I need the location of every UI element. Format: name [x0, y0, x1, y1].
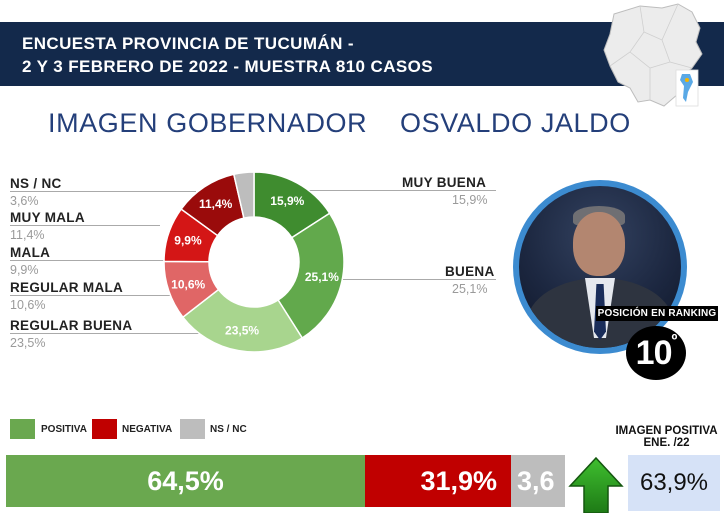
governor-photo — [519, 186, 681, 348]
leader-line-mala — [10, 260, 168, 261]
ranking-label: POSICIÓN EN RANKING — [596, 306, 718, 321]
ranking-badge: 10º — [626, 326, 686, 380]
leader-line-buena — [336, 279, 496, 280]
donut-label: 11,4% — [199, 197, 233, 211]
value-buena: 25,1% — [452, 282, 488, 296]
leader-line-nsnc — [10, 191, 196, 192]
value-muy-buena: 15,9% — [452, 193, 488, 207]
legend-swatch-positiva — [10, 419, 35, 439]
leader-line-regular-mala — [10, 295, 170, 296]
label-regular-mala: REGULAR MALA — [10, 280, 124, 295]
tucuman-map-icon — [603, 3, 703, 107]
legend-swatch-negativa — [92, 419, 117, 439]
label-muy-buena: MUY BUENA — [402, 175, 487, 190]
label-buena: BUENA — [445, 264, 495, 279]
value-mala: 9,9% — [10, 263, 39, 277]
donut-slice-buena — [277, 212, 345, 340]
donut-slice-regular-buena — [181, 288, 304, 353]
leader-line-muy-buena — [296, 190, 496, 191]
ranking-suffix: º — [671, 332, 677, 349]
header-title-line1: ENCUESTA PROVINCIA DE TUCUMÁN - — [22, 34, 354, 53]
label-muy-mala: MUY MALA — [10, 210, 85, 225]
previous-image-date: ENE. /22 — [643, 437, 690, 449]
bar-segment-positiva: 64,5% — [6, 455, 365, 507]
donut-label: 10,6% — [171, 277, 205, 291]
ranking-number: 10 — [635, 334, 673, 372]
chart-title: IMAGEN GOBERNADOR — [48, 108, 368, 138]
value-regular-buena: 23,5% — [10, 336, 46, 350]
value-muy-mala: 11,4% — [10, 228, 45, 242]
donut-label: 25,1% — [305, 270, 339, 284]
header-bar — [0, 22, 724, 86]
bar-segment-nsnc: 3,6 — [511, 455, 565, 507]
governor-name: OSVALDO JALDO — [400, 108, 631, 138]
header-title-line2: 2 Y 3 FEBRERO DE 2022 - MUESTRA 810 CASO… — [22, 57, 433, 76]
donut-label: 9,9% — [174, 233, 202, 247]
value-regular-mala: 10,6% — [10, 298, 46, 312]
bar-segment-negativa: 31,9% — [365, 455, 511, 507]
donut-label: 15,9% — [270, 194, 304, 208]
value-nsnc: 3,6% — [10, 194, 39, 208]
leader-line-regular-buena — [10, 333, 240, 334]
label-mala: MALA — [10, 245, 51, 260]
up-arrow-icon — [568, 456, 624, 513]
donut-label: 23,5% — [225, 323, 259, 337]
label-regular-buena: REGULAR BUENA — [10, 318, 133, 333]
legend-label-nsnc: NS / NC — [210, 424, 247, 435]
previous-image-value: 63,9% — [628, 455, 720, 511]
legend-label-positiva: POSITIVA — [41, 424, 87, 435]
legend-label-negativa: NEGATIVA — [122, 424, 173, 435]
previous-image-label: IMAGEN POSITIVA — [615, 425, 718, 437]
label-nsnc: NS / NC — [10, 176, 62, 191]
leader-line-muy-mala — [10, 225, 160, 226]
legend-swatch-nsnc — [180, 419, 205, 439]
donut-slice-ns-nc — [232, 171, 255, 220]
